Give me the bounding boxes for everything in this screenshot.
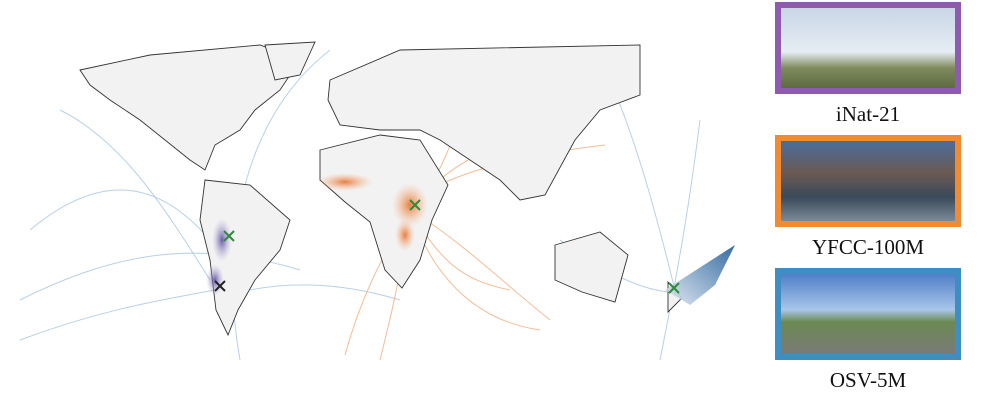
dataset-label: OSV-5M bbox=[829, 368, 907, 392]
land bbox=[79, 41, 683, 337]
density bbox=[206, 173, 735, 305]
image-panel bbox=[775, 135, 961, 227]
markers bbox=[214, 199, 680, 294]
image-panel bbox=[775, 268, 961, 360]
dataset-label: iNat-21 bbox=[835, 102, 901, 126]
dataset-label: YFCC-100M bbox=[811, 235, 925, 259]
world-map bbox=[19, 41, 735, 361]
image-panel bbox=[775, 2, 961, 94]
